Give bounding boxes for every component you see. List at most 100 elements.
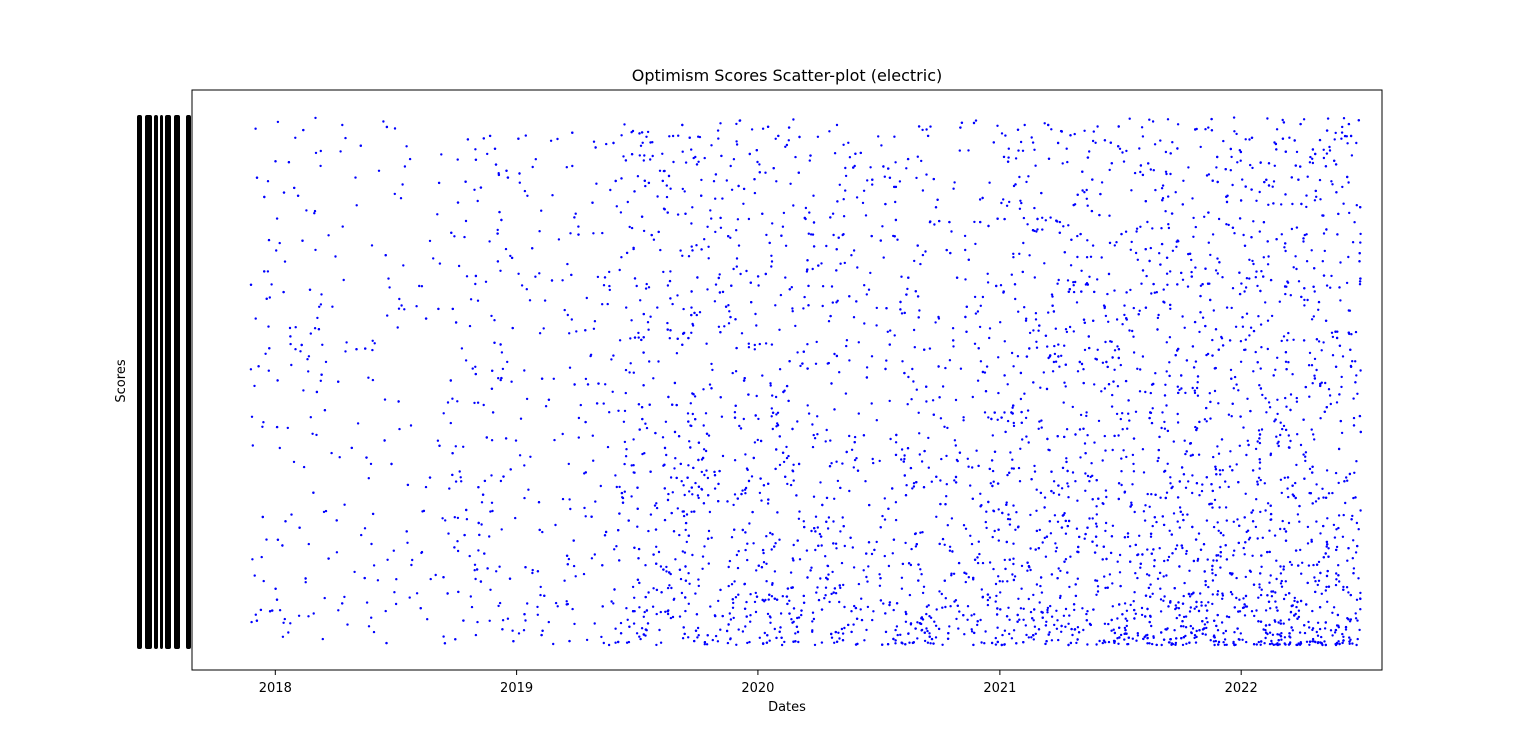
data-point: [913, 259, 916, 263]
data-point: [979, 360, 983, 363]
data-point: [630, 495, 633, 498]
data-point: [867, 288, 871, 291]
data-point: [986, 272, 989, 275]
data-point: [314, 151, 318, 155]
data-point: [1039, 576, 1043, 579]
data-point: [1150, 624, 1153, 628]
data-point: [990, 459, 994, 462]
data-point: [1215, 473, 1218, 476]
data-point: [1099, 192, 1102, 196]
data-point: [1342, 513, 1345, 517]
data-point: [1346, 142, 1349, 145]
data-point: [1296, 617, 1299, 620]
data-point: [741, 528, 744, 532]
data-point: [1291, 202, 1294, 206]
data-point: [538, 272, 541, 275]
data-point: [1057, 567, 1060, 570]
data-point: [912, 380, 915, 383]
data-point: [788, 360, 791, 363]
data-point: [752, 456, 755, 460]
data-point: [1165, 370, 1168, 373]
data-point: [270, 283, 273, 286]
data-point: [894, 441, 898, 444]
data-point: [1038, 420, 1041, 423]
data-point: [1192, 235, 1195, 238]
data-point: [1045, 640, 1048, 643]
data-point: [1163, 559, 1166, 563]
data-point: [1278, 633, 1281, 636]
data-point: [1154, 493, 1157, 496]
data-point: [1095, 513, 1099, 516]
data-point: [1204, 267, 1207, 270]
data-point: [1212, 455, 1215, 459]
data-point: [832, 233, 835, 237]
data-point: [1176, 412, 1179, 416]
data-point: [1041, 228, 1044, 231]
data-point: [838, 637, 841, 640]
data-point: [528, 299, 532, 302]
data-point: [321, 637, 324, 641]
data-point: [973, 342, 977, 345]
data-point: [638, 154, 641, 157]
data-point: [1000, 201, 1003, 205]
data-point: [659, 610, 662, 614]
data-point: [1227, 223, 1230, 227]
data-point: [735, 643, 738, 646]
data-point: [1102, 639, 1106, 642]
data-point: [1182, 625, 1185, 628]
data-point: [1078, 428, 1082, 431]
data-point: [1033, 206, 1036, 210]
data-point: [1216, 155, 1219, 159]
data-point: [629, 337, 632, 340]
data-point: [1063, 435, 1066, 439]
data-point: [556, 137, 559, 141]
data-point: [691, 322, 694, 326]
data-point: [624, 368, 628, 372]
data-point: [1343, 134, 1347, 138]
data-point: [707, 562, 710, 565]
data-point: [678, 615, 682, 618]
data-point: [751, 510, 754, 514]
data-point: [682, 484, 685, 487]
data-point: [1325, 284, 1329, 287]
data-point: [1039, 584, 1042, 588]
data-point: [592, 140, 596, 143]
data-point: [1205, 420, 1208, 423]
data-point: [703, 545, 706, 548]
data-point: [811, 267, 814, 271]
data-point: [1245, 453, 1248, 457]
data-point: [1175, 616, 1179, 620]
data-point: [601, 231, 604, 235]
data-point: [770, 548, 773, 551]
data-point: [1337, 514, 1341, 517]
data-point: [1260, 565, 1263, 568]
data-point: [1169, 482, 1172, 485]
data-point: [996, 124, 999, 128]
data-point: [737, 184, 740, 188]
data-point: [673, 381, 677, 385]
data-point: [895, 433, 898, 437]
data-point: [1216, 613, 1219, 617]
data-point: [792, 559, 795, 562]
data-point: [1161, 411, 1164, 414]
data-point: [900, 587, 904, 590]
data-point: [669, 572, 672, 576]
data-point: [1019, 607, 1023, 610]
data-point: [717, 599, 720, 603]
data-point: [343, 503, 346, 506]
data-point: [603, 276, 607, 279]
data-point: [965, 330, 968, 333]
data-point: [268, 296, 271, 299]
data-point: [1016, 128, 1020, 131]
data-point: [1017, 525, 1020, 528]
data-point: [1206, 282, 1210, 285]
data-point: [735, 143, 739, 146]
data-point: [1305, 603, 1308, 606]
data-point: [1206, 558, 1209, 561]
data-point: [1144, 615, 1147, 618]
data-point: [643, 452, 646, 455]
data-point: [1127, 412, 1130, 415]
data-point: [991, 469, 995, 473]
data-point: [1167, 195, 1170, 198]
data-point: [1003, 217, 1006, 221]
